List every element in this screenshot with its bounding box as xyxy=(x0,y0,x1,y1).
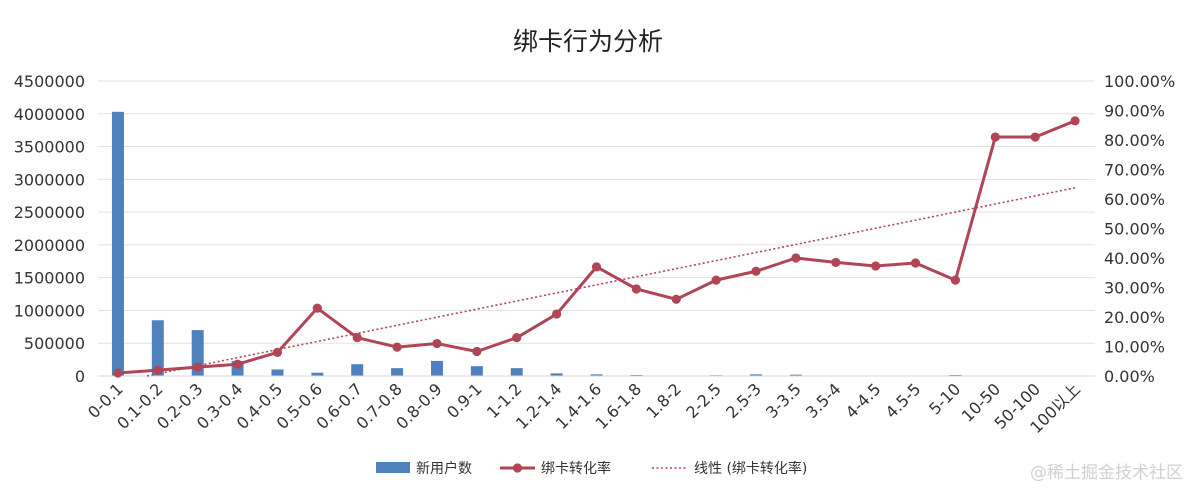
line-marker xyxy=(272,347,283,357)
line-marker xyxy=(671,294,681,304)
x-tick-label: 3-3.5 xyxy=(762,379,805,422)
left-tick-label: 2500000 xyxy=(14,203,85,222)
line-series xyxy=(113,116,1080,378)
left-tick-label: 2000000 xyxy=(14,236,85,255)
x-axis-labels: 0-0.10.1-0.20.2-0.30.3-0.40.4-0.50.5-0.6… xyxy=(84,379,1084,437)
bar xyxy=(590,374,603,376)
watermark: @稀土掘金技术社区 xyxy=(1030,463,1183,483)
line-marker xyxy=(232,359,243,369)
bar-series xyxy=(111,111,1082,377)
legend-trend-label: 线性 (绑卡转化率) xyxy=(694,460,807,477)
right-tick-label: 0.00% xyxy=(1104,367,1155,386)
bar xyxy=(789,374,802,376)
legend-line-label: 绑卡转化率 xyxy=(541,460,611,477)
right-tick-label: 80.00% xyxy=(1104,131,1165,150)
left-tick-label: 1500000 xyxy=(14,269,85,288)
line-marker xyxy=(392,342,402,352)
line-marker xyxy=(352,333,362,343)
right-tick-label: 10.00% xyxy=(1104,338,1165,357)
x-tick-label: 2-2.5 xyxy=(682,379,725,422)
bar xyxy=(430,360,443,376)
bar xyxy=(550,373,563,376)
trendline-series xyxy=(146,187,1076,377)
line-marker xyxy=(472,346,482,357)
line-marker xyxy=(871,261,881,271)
line-marker xyxy=(910,258,921,268)
line-marker xyxy=(711,275,721,285)
line-marker xyxy=(831,257,841,268)
x-tick-label: 3.5-4 xyxy=(802,379,845,422)
line-marker xyxy=(312,303,322,313)
chart-title: 绑卡行为分析 xyxy=(513,27,663,56)
line-marker xyxy=(552,309,562,319)
right-tick-label: 40.00% xyxy=(1104,249,1165,268)
line-marker xyxy=(751,266,761,276)
legend: 新用户数 绑卡转化率 线性 (绑卡转化率) xyxy=(376,460,807,477)
x-tick-label: 0.9-1 xyxy=(443,379,486,422)
line-marker xyxy=(432,338,442,349)
trendline xyxy=(146,187,1076,377)
left-tick-label: 3000000 xyxy=(14,170,85,189)
line-marker xyxy=(1030,132,1040,142)
left-tick-label: 0 xyxy=(75,367,85,386)
bar xyxy=(311,372,324,376)
legend-line-marker xyxy=(512,463,523,473)
x-tick-label: 4.5-5 xyxy=(882,379,925,422)
left-axis: 0 500000 1000000 1500000 2000000 2500000 30000… xyxy=(14,72,85,386)
right-tick-label: 70.00% xyxy=(1104,161,1165,180)
right-tick-label: 100.00% xyxy=(1104,72,1175,91)
x-tick-label: 1.8-2 xyxy=(642,379,685,422)
right-tick-label: 30.00% xyxy=(1104,279,1165,298)
line-marker xyxy=(791,253,801,263)
bar xyxy=(510,368,523,376)
left-tick-label: 4000000 xyxy=(14,105,85,124)
grid xyxy=(98,80,1095,344)
left-tick-label: 4500000 xyxy=(14,72,85,91)
bar xyxy=(470,366,483,376)
line-marker xyxy=(512,333,522,343)
left-tick-label: 3500000 xyxy=(14,138,85,157)
bar xyxy=(391,368,404,376)
right-axis: 0.00% 10.00% 20.00% 30.00% 40.00% 50.00% 60.00… xyxy=(1104,72,1175,386)
bar xyxy=(351,364,364,376)
x-tick-label: 2.5-3 xyxy=(722,379,765,422)
line-marker xyxy=(1070,116,1080,126)
legend-bar-label: 新用户数 xyxy=(416,460,472,477)
bar xyxy=(111,111,124,377)
line-marker xyxy=(113,368,123,378)
line-marker xyxy=(950,275,961,285)
left-tick-label: 1000000 xyxy=(14,301,85,320)
left-tick-label: 500000 xyxy=(24,334,85,353)
legend-bar-swatch xyxy=(376,462,410,473)
line-marker xyxy=(153,365,163,375)
right-tick-label: 90.00% xyxy=(1104,102,1165,121)
line-marker xyxy=(193,362,203,372)
bar xyxy=(271,369,284,376)
x-tick-label: 4-4.5 xyxy=(842,379,885,422)
right-tick-label: 20.00% xyxy=(1104,308,1165,327)
right-tick-label: 50.00% xyxy=(1104,220,1165,239)
bar xyxy=(750,374,763,376)
line-path xyxy=(117,119,1076,375)
bar xyxy=(151,320,164,376)
line-marker xyxy=(591,262,602,272)
line-marker xyxy=(990,132,1000,142)
right-tick-label: 60.00% xyxy=(1104,190,1165,209)
line-marker xyxy=(631,284,641,294)
